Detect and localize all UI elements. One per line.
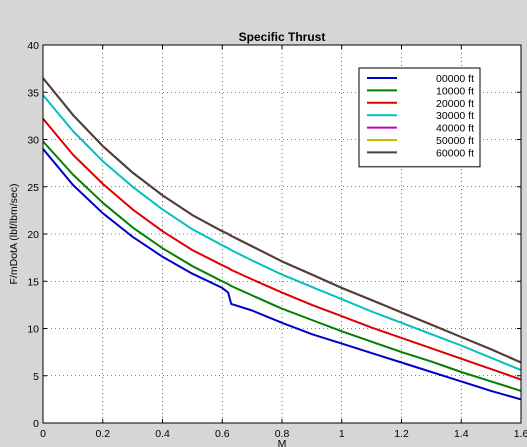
chart-title: Specific Thrust: [239, 30, 326, 44]
legend-item: 00000 ft: [367, 73, 474, 85]
legend-label: 60000 ft: [436, 147, 474, 159]
series-line-0: [43, 148, 521, 401]
series-line-6: [43, 77, 521, 364]
legend-item: 30000 ft: [367, 110, 474, 122]
y-tick-label: 10: [27, 324, 39, 336]
y-tick-label: 35: [27, 87, 39, 99]
legend-item: 10000 ft: [367, 85, 474, 97]
series-line-1: [43, 140, 521, 392]
x-tick-label: 0: [40, 428, 46, 440]
legend-label: 50000 ft: [436, 135, 474, 147]
series-lines: [43, 77, 521, 401]
x-tick-label: 1.2: [394, 428, 409, 440]
x-tick-label: 0.4: [155, 428, 170, 440]
y-tick-label: 20: [27, 229, 39, 241]
x-tick-label: 1: [339, 428, 345, 440]
x-axis-label: M: [278, 438, 287, 447]
legend-item: 50000 ft: [367, 135, 474, 147]
legend-label: 00000 ft: [436, 73, 474, 85]
x-tick-label: 0.6: [215, 428, 230, 440]
x-tick-label: 1.4: [454, 428, 469, 440]
legend-item: 20000 ft: [367, 98, 474, 110]
axis-ticks: 0 0.2 0.4 0.6 0.8 1 1.2 1.4 1.6 0 5 10 15 20 25 30 35 40: [27, 40, 527, 440]
legend-box: [358, 67, 481, 168]
y-tick-label: 5: [33, 371, 39, 383]
y-tick-label: 30: [27, 135, 39, 147]
x-tick-label: 1.6: [514, 428, 527, 440]
legend-item: 40000 ft: [367, 123, 474, 135]
x-tick-label: 0.8: [275, 428, 290, 440]
legend-label: 40000 ft: [436, 123, 474, 135]
series-line-2: [43, 118, 521, 381]
legend-label: 30000 ft: [436, 110, 474, 122]
legend-label: 20000 ft: [436, 98, 474, 110]
y-tick-label: 0: [33, 418, 39, 430]
y-tick-label: 40: [27, 40, 39, 52]
y-tick-label: 25: [27, 182, 39, 194]
series-line-3: [43, 94, 521, 372]
y-tick-label: 15: [27, 276, 39, 288]
legend-item: 60000 ft: [367, 147, 474, 159]
legend-label: 10000 ft: [436, 85, 474, 97]
y-axis-label: F/mDotA (lbf/lbm/sec): [8, 184, 20, 285]
x-tick-label: 0.2: [95, 428, 110, 440]
